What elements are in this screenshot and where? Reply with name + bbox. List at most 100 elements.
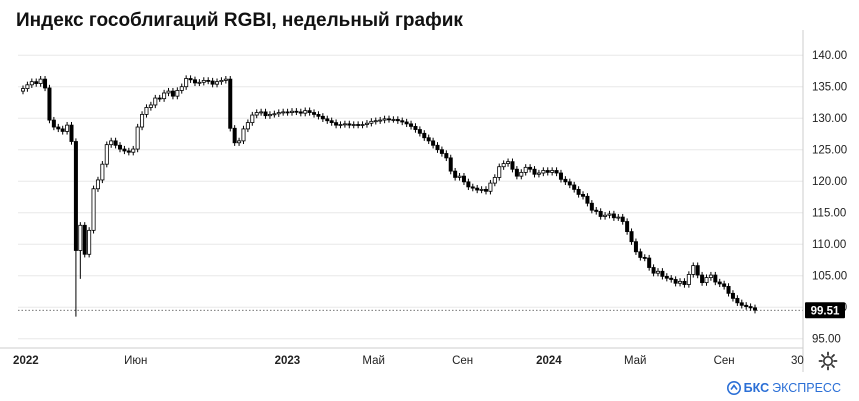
candle <box>342 120 347 128</box>
candle-body <box>34 81 39 84</box>
candle-body <box>682 280 687 285</box>
candle <box>364 120 369 128</box>
candle <box>461 173 466 185</box>
candle-body <box>594 209 599 212</box>
candle-body <box>735 297 740 304</box>
candle-body <box>413 125 418 130</box>
candle-body <box>20 88 25 92</box>
candle-body <box>201 80 206 83</box>
x-tick-label: 2022 <box>13 355 39 367</box>
y-tick-label: 120.00 <box>812 176 847 188</box>
candle-body <box>303 110 308 114</box>
candle <box>691 262 696 278</box>
candle <box>307 107 312 116</box>
candle <box>294 108 299 116</box>
candle-body <box>625 221 630 233</box>
candle-body <box>642 257 647 259</box>
candle-body <box>704 277 709 284</box>
candle-body <box>369 120 374 124</box>
candle <box>722 280 727 290</box>
candle-body <box>739 302 744 306</box>
candle-body <box>744 304 749 307</box>
candle-body <box>237 140 242 144</box>
candle <box>479 186 484 194</box>
candle-body <box>545 170 550 173</box>
candle <box>431 137 436 149</box>
candle <box>325 115 330 124</box>
candle <box>735 295 740 306</box>
candle-body <box>316 114 321 117</box>
candle-body <box>563 178 568 183</box>
candle-body <box>382 118 387 121</box>
candle-body <box>638 251 643 258</box>
candle <box>620 213 625 225</box>
candle-body <box>197 81 202 84</box>
candle <box>700 271 705 286</box>
y-tick-label: 95.00 <box>812 334 841 346</box>
candle-body <box>267 114 272 117</box>
candle <box>87 227 92 258</box>
candle-body <box>378 119 383 122</box>
candle-body <box>492 177 497 184</box>
x-tick-label: 2023 <box>275 355 301 367</box>
candle <box>382 115 387 124</box>
candle <box>38 75 43 87</box>
candle <box>303 107 308 117</box>
candle-body <box>651 267 656 274</box>
candle-body <box>162 92 167 100</box>
candle <box>289 108 294 116</box>
candle <box>329 117 334 126</box>
candle <box>188 75 193 83</box>
candle <box>162 89 167 102</box>
candle-body <box>360 124 365 126</box>
candle-body <box>263 111 268 117</box>
candle <box>448 154 453 175</box>
candle-body <box>25 84 30 89</box>
candle <box>625 218 630 235</box>
candle <box>541 167 546 177</box>
candle <box>739 299 744 309</box>
candle <box>501 160 506 170</box>
candle <box>708 271 713 281</box>
candle-body <box>43 78 48 89</box>
candle <box>717 278 722 288</box>
candle <box>228 75 233 132</box>
candle <box>532 166 537 178</box>
candle-series <box>20 75 758 317</box>
candle <box>475 184 480 194</box>
candle-body <box>501 163 506 168</box>
candle <box>655 268 660 277</box>
candle-body <box>479 188 484 191</box>
candle <box>536 169 541 178</box>
candle-body <box>351 124 356 126</box>
candle-body <box>488 182 493 192</box>
candle-body <box>276 112 281 115</box>
candle <box>135 123 140 153</box>
candle-body <box>629 231 634 243</box>
candle <box>378 116 383 124</box>
candle <box>338 121 343 129</box>
candle-body <box>426 137 431 142</box>
candle-body <box>461 175 466 183</box>
candle-body <box>611 213 616 219</box>
candle <box>629 228 634 245</box>
candle <box>563 176 568 185</box>
candle-body <box>153 97 158 106</box>
candle-body <box>272 113 277 116</box>
candle <box>744 302 749 310</box>
candle <box>439 146 444 157</box>
candle-body <box>126 150 131 153</box>
candle <box>413 123 418 133</box>
candle-body <box>51 119 56 128</box>
candle <box>254 109 259 119</box>
candle <box>131 145 136 156</box>
gear-icon[interactable] <box>817 350 839 372</box>
candle-body <box>457 175 462 178</box>
candle <box>250 111 255 126</box>
candle-body <box>528 166 533 170</box>
candle <box>435 142 440 153</box>
candle-body <box>748 306 753 309</box>
candle-body <box>589 202 594 211</box>
candle <box>126 147 131 156</box>
candle <box>118 142 123 153</box>
